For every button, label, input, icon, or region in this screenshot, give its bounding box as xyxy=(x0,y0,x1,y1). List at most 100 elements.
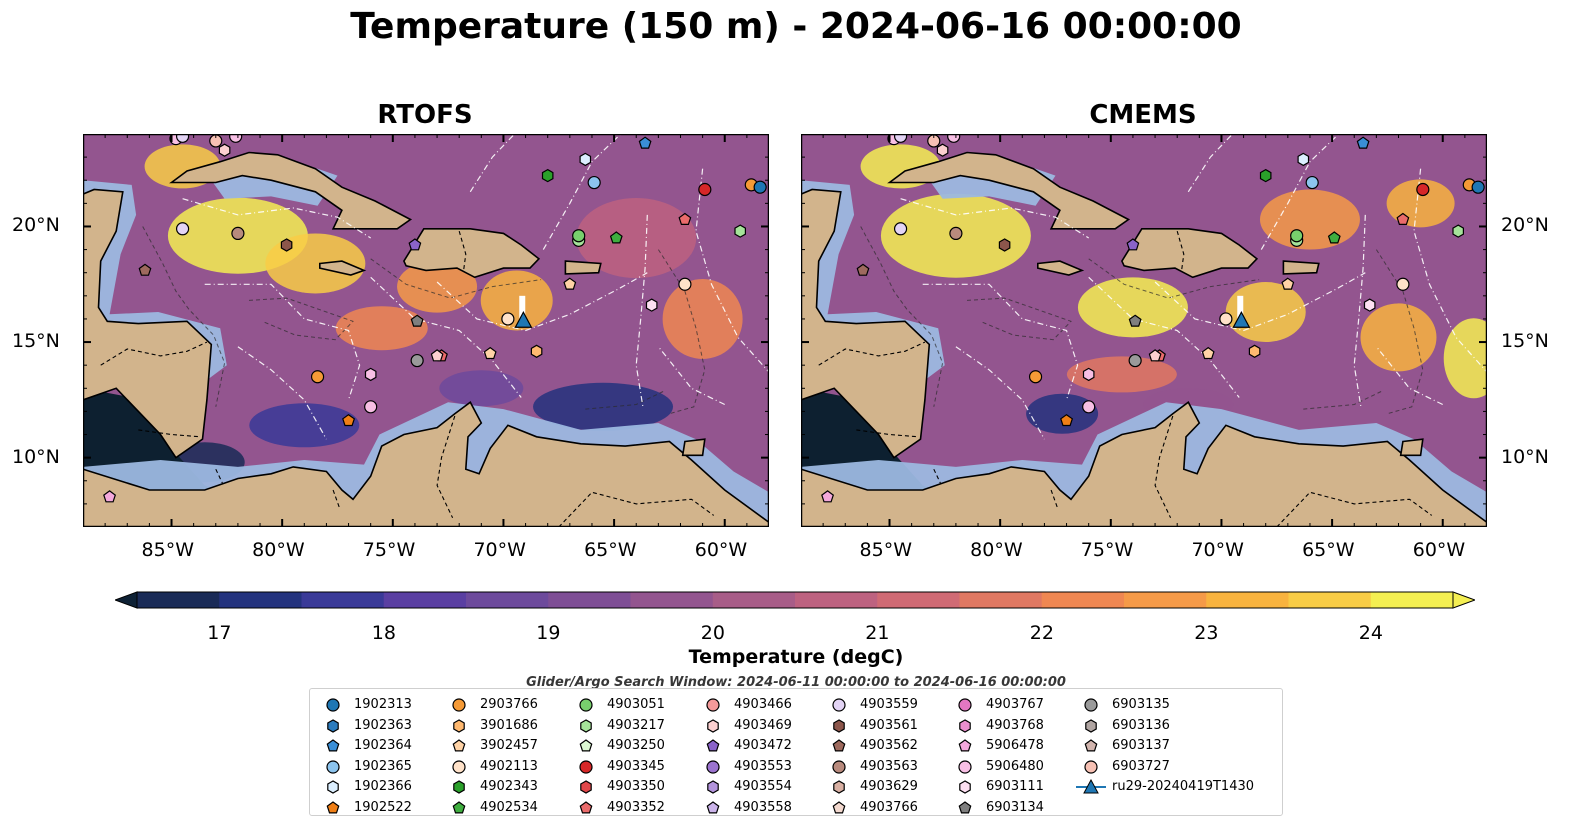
eez-boundary-line xyxy=(635,214,648,407)
legend-marker-shape xyxy=(707,718,719,733)
legend-marker-shape xyxy=(580,718,592,733)
legend-label: 4903250 xyxy=(607,738,665,753)
float-marker xyxy=(1082,367,1095,382)
float-marker xyxy=(530,344,543,358)
isobath-line xyxy=(248,297,354,341)
legend-entry: 4903250 xyxy=(571,736,701,756)
legend-label: 5906480 xyxy=(986,758,1044,774)
float-marker xyxy=(218,143,231,157)
legend-entry: 4903554 xyxy=(698,777,828,797)
isobath-line xyxy=(370,258,542,299)
legend-entry: 6903136 xyxy=(1076,716,1206,736)
country-border xyxy=(1050,489,1059,509)
legend-label: 4903554 xyxy=(734,779,792,794)
eez-boundary-line xyxy=(436,272,648,332)
legend-marker-shape xyxy=(958,759,972,774)
country-border xyxy=(100,341,208,366)
land-polygon xyxy=(1037,260,1085,276)
legend-entry: 5906480 xyxy=(950,757,1080,777)
float-marker xyxy=(1396,212,1410,226)
land-polygon xyxy=(801,401,1487,527)
float-marker xyxy=(1128,314,1142,327)
colorbar-tick-label: 24 xyxy=(1358,622,1383,644)
land-polygon xyxy=(1399,438,1424,457)
legend-label: 4903766 xyxy=(860,799,918,815)
legend-marker xyxy=(326,759,340,774)
float-marker xyxy=(638,136,652,149)
country-border xyxy=(1176,230,1185,271)
float-marker xyxy=(1148,349,1162,362)
land-polygon xyxy=(564,260,602,275)
legend-label: 1902363 xyxy=(354,717,412,733)
float-marker xyxy=(541,168,554,183)
float-marker xyxy=(678,277,692,291)
legend-entry: 1902522 xyxy=(318,798,448,818)
legend-marker xyxy=(958,759,972,774)
legend-marker xyxy=(707,780,719,794)
float-marker xyxy=(1082,400,1096,414)
legend-marker xyxy=(1084,698,1098,712)
legend-label: 3902457 xyxy=(480,738,538,753)
legend-label: 4903561 xyxy=(860,717,918,733)
isobath-line xyxy=(860,226,944,407)
eez-boundary-line xyxy=(182,198,372,239)
colorbar-bin xyxy=(219,592,303,608)
legend-marker xyxy=(706,800,720,813)
legend-marker-shape xyxy=(1084,759,1098,774)
legend-marker-shape xyxy=(326,759,340,774)
float-marker xyxy=(410,353,424,368)
x-tick-label: 65°W xyxy=(584,539,637,561)
colorbar-bin xyxy=(137,592,220,608)
legend-marker xyxy=(326,739,340,752)
float-marker xyxy=(410,314,424,327)
x-tick-label: 85°W xyxy=(141,539,194,561)
legend-marker-shape xyxy=(327,718,339,733)
x-tick-label: 80°W xyxy=(970,539,1023,561)
legend-label: 4903350 xyxy=(607,779,665,794)
legend-marker xyxy=(832,739,846,752)
legend-marker xyxy=(958,739,972,752)
legend-marker xyxy=(706,739,720,752)
legend-label: 3901686 xyxy=(480,717,538,733)
float-marker xyxy=(1356,136,1370,149)
colorbar-tick-label: 22 xyxy=(1029,622,1054,644)
colorbar-tick-label: 19 xyxy=(536,622,561,644)
legend-label: 1902365 xyxy=(354,758,412,774)
float-marker xyxy=(949,226,963,241)
legend-entry: 4902113 xyxy=(444,757,574,777)
legend-label: 4903553 xyxy=(734,758,792,774)
float-marker xyxy=(310,370,325,384)
figure-title: Temperature (150 m) - 2024-06-16 00:00:0… xyxy=(350,6,1242,47)
legend-marker-shape xyxy=(1085,718,1097,733)
float-marker xyxy=(856,263,870,276)
eez-boundary-line xyxy=(1260,134,1340,250)
country-border xyxy=(1276,491,1433,527)
legend-marker xyxy=(327,718,339,733)
y-tick-label-left: 20°N xyxy=(12,214,60,237)
legend-entry: 4903561 xyxy=(824,716,954,736)
y-tick-label-left: 10°N xyxy=(12,445,60,468)
legend-marker-shape xyxy=(706,739,720,752)
legend-entry: 4903629 xyxy=(824,777,954,797)
legend-marker-shape xyxy=(326,698,340,712)
legend-marker-shape xyxy=(832,759,846,774)
legend-entry: 1902366 xyxy=(318,777,448,797)
legend-marker-shape xyxy=(832,800,846,813)
map-frame xyxy=(82,133,770,528)
float-marker xyxy=(1248,344,1261,358)
legend-marker xyxy=(326,800,340,813)
legend-marker xyxy=(452,739,466,752)
legend-label: 4903558 xyxy=(734,799,792,815)
float-marker xyxy=(1327,231,1341,244)
colorbar-extend-high xyxy=(1452,591,1475,609)
legend-marker-shape xyxy=(580,780,592,794)
float-marker xyxy=(1281,277,1295,290)
legend-marker-shape xyxy=(707,780,719,794)
map-panel-rtofs xyxy=(82,133,770,531)
legend-marker xyxy=(1076,779,1106,794)
legend-entry: 4903766 xyxy=(824,798,954,818)
legend-entry: 4903559 xyxy=(824,695,954,715)
legend-marker-shape xyxy=(958,800,972,813)
float-marker xyxy=(1219,312,1233,326)
legend-entry: 4903469 xyxy=(698,716,828,736)
